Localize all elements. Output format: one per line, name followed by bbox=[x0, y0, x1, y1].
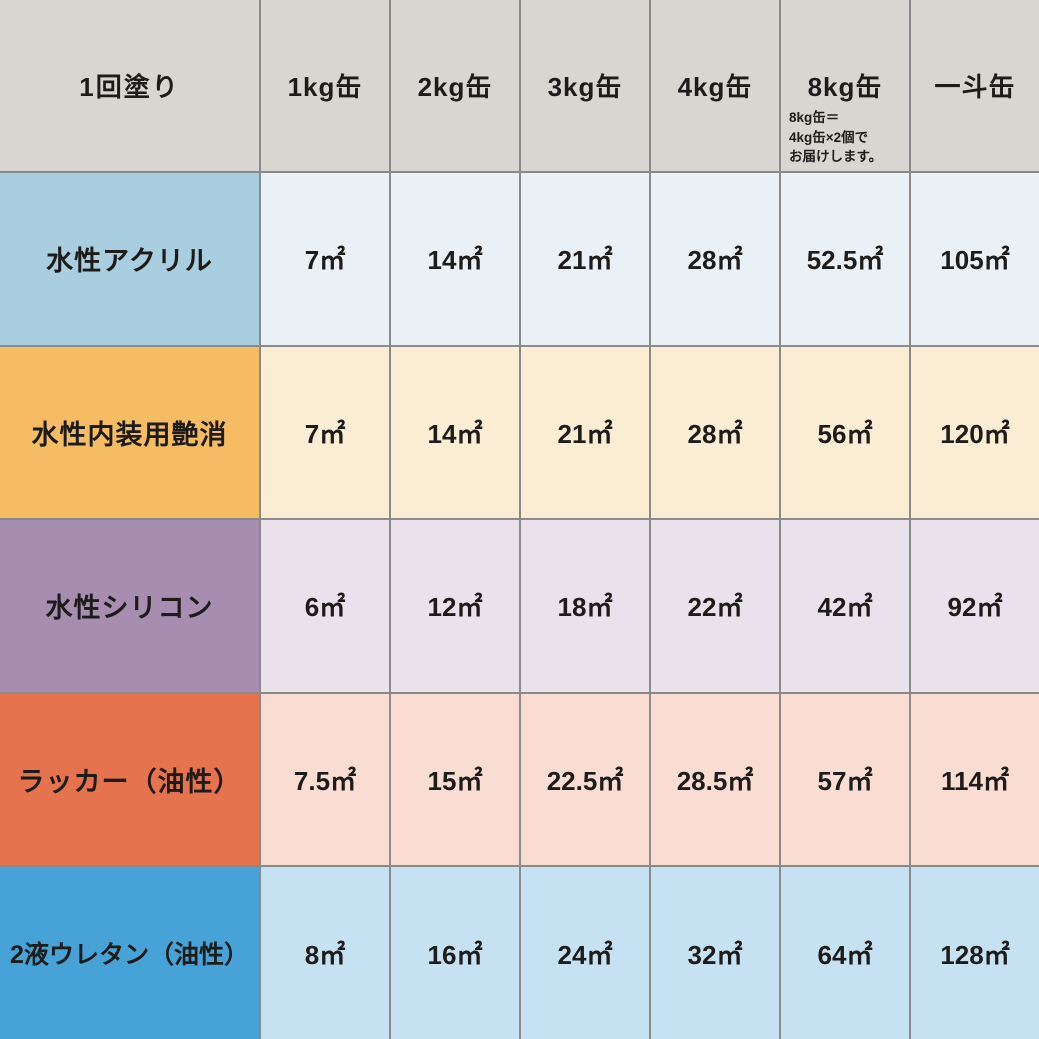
coverage-cell: 92㎡ bbox=[911, 520, 1039, 692]
coverage-cell: 16㎡ bbox=[391, 867, 519, 1039]
header-8kg-can-note: 8kg缶＝ 4kg缶×2個で お届けします。 bbox=[789, 110, 883, 165]
row-label-two-part-urethane-oil: 2液ウレタン（油性） bbox=[0, 867, 259, 1039]
coverage-cell: 21㎡ bbox=[521, 346, 649, 519]
coverage-cell: 57㎡ bbox=[781, 693, 909, 866]
coverage-cell: 24㎡ bbox=[521, 867, 649, 1039]
header-col-4kg-can: 4kg缶 bbox=[651, 0, 779, 171]
header-col-3kg-can: 3kg缶 bbox=[521, 0, 649, 171]
row-label-water-interior-matte: 水性内装用艶消 bbox=[0, 346, 259, 519]
header-col-itto-can: 一斗缶 bbox=[911, 0, 1039, 171]
coverage-cell: 21㎡ bbox=[521, 173, 649, 345]
coverage-cell: 42㎡ bbox=[781, 520, 909, 692]
coverage-cell: 6㎡ bbox=[261, 520, 389, 692]
header-corner-one-coat: 1回塗り bbox=[0, 0, 259, 171]
coverage-cell: 56㎡ bbox=[781, 346, 909, 519]
coverage-cell: 14㎡ bbox=[391, 173, 519, 345]
row-label-water-silicone: 水性シリコン bbox=[0, 520, 259, 692]
coverage-cell: 105㎡ bbox=[911, 173, 1039, 345]
header-col-1kg-can: 1kg缶 bbox=[261, 0, 389, 171]
coverage-cell: 32㎡ bbox=[651, 867, 779, 1039]
coverage-cell: 22.5㎡ bbox=[521, 693, 649, 866]
coverage-cell: 120㎡ bbox=[911, 346, 1039, 519]
coverage-cell: 18㎡ bbox=[521, 520, 649, 692]
row-label-water-acrylic: 水性アクリル bbox=[0, 173, 259, 345]
coverage-cell: 28㎡ bbox=[651, 173, 779, 345]
header-col-2kg-can: 2kg缶 bbox=[391, 0, 519, 171]
coverage-cell: 64㎡ bbox=[781, 867, 909, 1039]
coverage-cell: 114㎡ bbox=[911, 693, 1039, 866]
coverage-cell: 28.5㎡ bbox=[651, 693, 779, 866]
row-label-lacquer-oil: ラッカー（油性） bbox=[0, 693, 259, 866]
coverage-cell: 8㎡ bbox=[261, 867, 389, 1039]
header-col-8kg-can: 8kg缶 8kg缶＝ 4kg缶×2個で お届けします。 bbox=[781, 0, 909, 171]
coverage-cell: 52.5㎡ bbox=[781, 173, 909, 345]
coverage-cell: 22㎡ bbox=[651, 520, 779, 692]
coverage-cell: 7㎡ bbox=[261, 173, 389, 345]
coverage-cell: 7.5㎡ bbox=[261, 693, 389, 866]
coverage-cell: 12㎡ bbox=[391, 520, 519, 692]
header-col-8kg-can-label: 8kg缶 bbox=[807, 72, 883, 102]
coverage-cell: 15㎡ bbox=[391, 693, 519, 866]
coverage-cell: 7㎡ bbox=[261, 346, 389, 519]
coverage-cell: 128㎡ bbox=[911, 867, 1039, 1039]
coverage-cell: 28㎡ bbox=[651, 346, 779, 519]
coverage-cell: 14㎡ bbox=[391, 346, 519, 519]
